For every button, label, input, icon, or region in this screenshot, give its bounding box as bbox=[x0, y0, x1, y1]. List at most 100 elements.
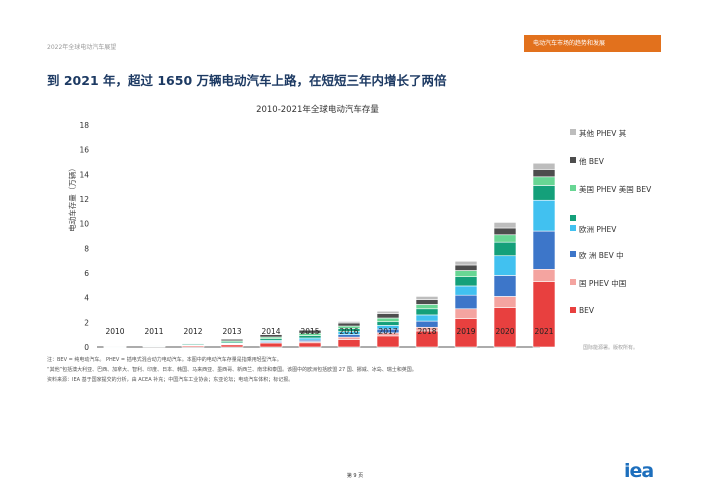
bar-segment bbox=[454, 264, 478, 271]
bar-segment bbox=[259, 333, 283, 335]
legend-item: 其他 PHEV 其 bbox=[570, 128, 626, 139]
bar-segment bbox=[454, 285, 478, 296]
copyright-note: 国际能源署。版权所有。 bbox=[583, 345, 639, 351]
y-tick-label: 10 bbox=[79, 220, 89, 229]
note-line: 资料来源：IEA 基于国家提交的分析，由 ACEA 补充；中国汽车工业协会；东亚… bbox=[47, 376, 294, 383]
x-tick-label: 2019 bbox=[456, 327, 475, 336]
page-number: 第 9 页 bbox=[346, 473, 364, 479]
bar-segment bbox=[454, 276, 478, 287]
legend-item: 他 BEV bbox=[570, 156, 604, 167]
bar-segment bbox=[532, 281, 556, 348]
bar-segment bbox=[532, 185, 556, 201]
bar-segment bbox=[454, 270, 478, 277]
bar-segment bbox=[337, 322, 361, 327]
bar-segment bbox=[376, 321, 400, 326]
bar-segment bbox=[454, 260, 478, 266]
chart-title: 2010-2021年全球电动汽车存量 bbox=[256, 105, 379, 115]
x-tick-label: 2018 bbox=[417, 327, 436, 336]
bar-segment bbox=[376, 335, 400, 348]
legend-swatch bbox=[570, 215, 576, 221]
bar-segment bbox=[415, 304, 439, 310]
chart-notes: 注：BEV = 纯电动汽车。 PHEV = 插电式混合动力电动汽车。本图中的电动… bbox=[47, 356, 417, 385]
legend-swatch bbox=[570, 307, 576, 313]
legend-label: 欧 洲 BEV 中 bbox=[579, 251, 624, 260]
x-tick-label: 2020 bbox=[495, 327, 514, 336]
bar-segment bbox=[493, 296, 517, 308]
y-tick-label: 2 bbox=[84, 318, 89, 327]
legend-swatch bbox=[570, 129, 576, 135]
x-tick-label: 2015 bbox=[300, 327, 319, 336]
legend-swatch bbox=[570, 185, 576, 191]
legend-label: 他 BEV bbox=[579, 157, 604, 166]
section-banner: 电动汽车市场的趋势和发展 bbox=[524, 35, 661, 52]
x-tick-label: 2021 bbox=[534, 327, 553, 336]
x-tick-label: 2016 bbox=[339, 327, 358, 336]
bar-segment bbox=[220, 338, 244, 340]
bar-segment bbox=[493, 241, 517, 257]
bar-segment bbox=[415, 308, 439, 316]
x-tick-label: 2011 bbox=[144, 327, 163, 336]
bar-segment bbox=[532, 230, 556, 270]
bar-segment bbox=[181, 342, 205, 344]
x-tick-label: 2013 bbox=[222, 327, 241, 336]
bar-segment bbox=[532, 176, 556, 186]
x-tick-label: 2012 bbox=[183, 327, 202, 336]
legend-item: 美国 PHEV 美国 BEV bbox=[570, 184, 651, 195]
legend-swatch bbox=[570, 157, 576, 163]
report-title: 2022年全球电动汽车展望 bbox=[47, 44, 117, 51]
bar-segment bbox=[337, 336, 361, 340]
bar-segment bbox=[493, 255, 517, 276]
legend-label: 其他 PHEV 其 bbox=[579, 129, 627, 138]
note-line: 注：BEV = 纯电动汽车。 PHEV = 插电式混合动力电动汽车。本图中的电动… bbox=[47, 357, 282, 363]
bar-segment bbox=[376, 310, 400, 315]
y-tick-label: 8 bbox=[84, 244, 89, 253]
bar-segment bbox=[532, 162, 556, 170]
bar-segment bbox=[454, 294, 478, 310]
note-line: “其他”包括澳大利亚、巴西、加拿大、智利、印度、日本、韩国、马来西亚、墨西哥、新… bbox=[47, 366, 417, 373]
legend-item: BEV bbox=[570, 306, 594, 315]
bar-segment bbox=[454, 308, 478, 319]
x-tick-label: 2010 bbox=[105, 327, 124, 336]
bar-segment bbox=[415, 314, 439, 322]
y-tick-label: 4 bbox=[84, 294, 89, 303]
legend-label: 国 PHEV 中国 bbox=[579, 279, 627, 288]
bar-segment bbox=[493, 227, 517, 236]
x-tick-label: 2017 bbox=[378, 327, 397, 336]
bar-segment bbox=[103, 345, 127, 347]
bar-segment bbox=[298, 329, 322, 331]
bar-segment bbox=[298, 342, 322, 348]
bar-segment bbox=[376, 313, 400, 319]
legend-item: 国 PHEV 中国 bbox=[570, 278, 626, 289]
legend-label: 美国 PHEV 美国 BEV bbox=[579, 185, 652, 194]
page-headline: 到 2021 年，超过 1650 万辆电动汽车上路，在短短三年内增长了两倍 bbox=[47, 73, 447, 88]
legend-label: BEV bbox=[579, 306, 595, 315]
legend-item: 欧 洲 BEV 中 bbox=[570, 250, 624, 261]
bar-segment bbox=[298, 337, 322, 341]
bar-segment bbox=[532, 268, 556, 282]
bar-segment bbox=[259, 342, 283, 348]
bar-segment bbox=[493, 222, 517, 229]
bar-segment bbox=[493, 234, 517, 243]
bar-segment bbox=[376, 317, 400, 323]
bar-segment bbox=[415, 299, 439, 305]
legend-item bbox=[570, 214, 579, 221]
legend-swatch bbox=[570, 251, 576, 257]
y-tick-label: 18 bbox=[79, 121, 89, 130]
y-tick-label: 6 bbox=[84, 269, 89, 278]
y-tick-label: 12 bbox=[79, 195, 89, 204]
bar-segment bbox=[142, 344, 166, 346]
bar-segment bbox=[337, 339, 361, 348]
y-tick-label: 0 bbox=[84, 343, 89, 352]
y-tick-label: 16 bbox=[79, 146, 89, 155]
bar-segment bbox=[415, 296, 439, 300]
legend-swatch bbox=[570, 225, 576, 231]
iea-logo: iea bbox=[624, 460, 654, 482]
legend-item: 欧洲 PHEV bbox=[570, 224, 616, 235]
bar-segment bbox=[493, 275, 517, 297]
x-tick-label: 2014 bbox=[261, 327, 280, 336]
bar-segment bbox=[532, 199, 556, 232]
legend-label: 欧洲 PHEV bbox=[579, 225, 617, 234]
bar-segment bbox=[337, 321, 361, 324]
bar-segment bbox=[532, 169, 556, 178]
